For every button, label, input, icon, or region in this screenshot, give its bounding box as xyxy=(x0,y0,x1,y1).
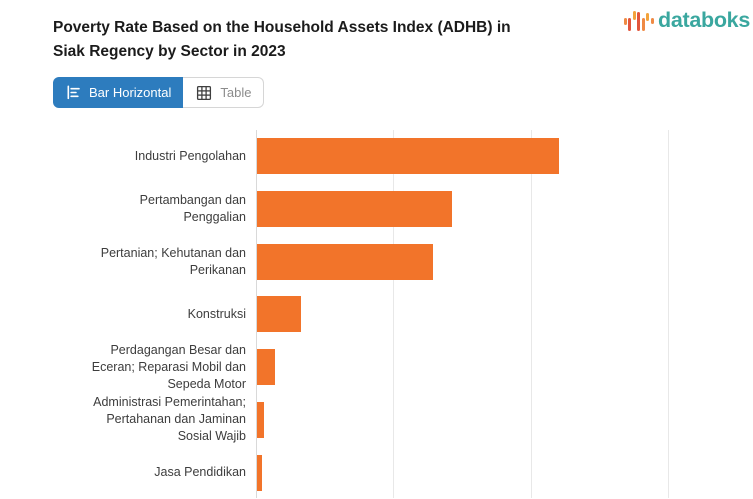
bar-3 xyxy=(257,243,433,280)
chart-row: Konstruksi xyxy=(0,288,753,341)
category-label: Pertanian; Kehutanan dan Perikanan xyxy=(100,245,246,277)
bar-horizontal-button-label: Bar Horizontal xyxy=(89,85,172,100)
bar-7 xyxy=(257,454,263,491)
x-gridline xyxy=(393,130,395,498)
databoks-logo-icon xyxy=(623,6,656,34)
x-gridline xyxy=(667,130,669,498)
page-title-line-1: Poverty Rate Based on the Household Asse… xyxy=(53,19,511,37)
chart-row: Perdagangan Besar dan Eceran; Reparasi Mo… xyxy=(0,341,753,394)
logo-bar xyxy=(650,18,654,24)
page-title-line-2: Siak Regency by Sector in 2023 xyxy=(53,43,286,61)
x-gridline xyxy=(530,130,532,498)
bar-horizontal-chart-icon xyxy=(67,85,80,100)
logo-bar xyxy=(641,17,645,31)
databoks-logo-text: databoks xyxy=(658,7,750,32)
bar-horizontal-button[interactable]: Bar Horizontal xyxy=(53,77,184,108)
logo-bar xyxy=(623,17,627,25)
logo-bar xyxy=(646,13,649,21)
category-label: Perdagangan Besar dan Eceran; Reparasi Mo… xyxy=(91,342,246,391)
category-label: Konstruksi xyxy=(187,306,246,321)
bar-2 xyxy=(257,191,452,228)
bar-6 xyxy=(257,401,264,438)
chart-row: Jasa Pendidikan xyxy=(0,446,753,499)
table-button-label: Table xyxy=(220,85,252,100)
bar-1 xyxy=(257,138,560,175)
chart-row: Administrasi Pemerintahan; Pertahanan dan… xyxy=(0,394,753,447)
databoks-logo: databoks xyxy=(623,5,750,35)
category-label: Industri Pengolahan xyxy=(134,148,246,163)
category-label: Pertambangan dan Penggalian xyxy=(139,193,246,225)
bar-5 xyxy=(257,349,275,386)
logo-bar xyxy=(637,11,640,31)
bar-4 xyxy=(257,296,301,333)
page-title: Poverty Rate Based on the Household Asse… xyxy=(53,16,633,64)
view-toggle: Bar Horizontal Table xyxy=(53,77,265,108)
category-label: Jasa Pendidikan xyxy=(154,465,246,480)
y-axis-line xyxy=(256,130,257,498)
logo-bar xyxy=(628,17,631,31)
chart-row: Pertanian; Kehutanan dan Perikanan xyxy=(0,235,753,288)
bar-chart: Industri Pengolahan Pertambangan dan Pengg… xyxy=(0,130,753,498)
category-label: Administrasi Pemerintahan; Pertahanan dan… xyxy=(93,395,246,444)
chart-row: Pertambangan dan Penggalian xyxy=(0,183,753,236)
logo-bar xyxy=(632,10,636,20)
table-button[interactable]: Table xyxy=(183,77,265,108)
table-icon xyxy=(197,85,212,100)
chart-row: Industri Pengolahan xyxy=(0,130,753,183)
